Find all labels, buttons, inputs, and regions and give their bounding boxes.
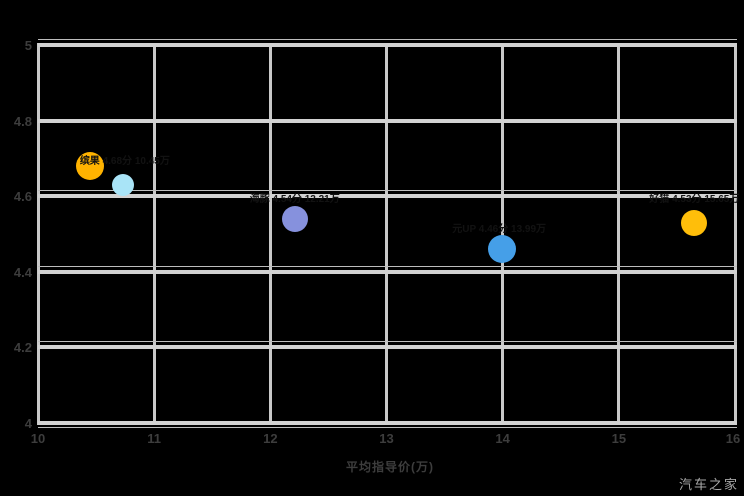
data-point-label: 元UP 4.46分 13.99万 <box>452 224 547 236</box>
horizontal-gridline-thin <box>38 265 737 267</box>
x-tick-label: 10 <box>30 431 46 446</box>
data-point-label: 海豚 4.54分 12.21万 <box>249 193 340 205</box>
x-tick-label: 11 <box>147 431 162 446</box>
data-point-label: 好猫 4.53分 15.65万 <box>649 193 740 205</box>
horizontal-gridline <box>38 269 737 274</box>
data-point-bubble[interactable] <box>76 151 105 180</box>
horizontal-gridline <box>38 43 737 47</box>
x-tick-label: 16 <box>725 431 741 446</box>
vertical-gridline <box>501 43 505 425</box>
data-point-bubble[interactable] <box>111 173 134 196</box>
horizontal-gridline <box>38 194 737 199</box>
vertical-gridline <box>385 43 388 425</box>
horizontal-gridline-thin <box>38 39 737 40</box>
horizontal-gridline-thin <box>38 427 737 428</box>
horizontal-gridline-thin <box>38 190 737 192</box>
data-point-label: 缤果 4.68分 10.45万 <box>79 156 170 168</box>
vertical-gridline <box>268 43 272 425</box>
data-point-bubble[interactable] <box>487 235 516 264</box>
x-tick-label: 13 <box>379 431 394 446</box>
y-tick-label: 4.8 <box>13 113 32 129</box>
vertical-gridline <box>152 43 156 425</box>
autohome-watermark: 汽车之家 <box>678 477 739 492</box>
vertical-gridline <box>36 43 40 425</box>
y-tick-label: 4.4 <box>13 264 32 280</box>
vertical-gridline <box>617 43 621 425</box>
y-tick-label: 5 <box>24 38 32 53</box>
data-point-bubble[interactable] <box>681 209 708 236</box>
horizontal-gridline <box>38 118 737 123</box>
x-axis-title: 平均指导价(万) <box>346 460 434 474</box>
data-point-bubble[interactable] <box>281 205 308 232</box>
horizontal-gridline-thin <box>38 341 737 343</box>
y-tick-label: 4.2 <box>13 340 32 356</box>
horizontal-gridline <box>38 421 737 425</box>
y-tick-label: 4 <box>24 416 32 431</box>
x-tick-label: 14 <box>495 431 510 446</box>
x-tick-label: 12 <box>263 431 278 446</box>
vertical-gridline <box>733 43 737 425</box>
x-tick-label: 15 <box>611 431 627 446</box>
y-tick-label: 4.6 <box>13 189 32 205</box>
horizontal-gridline <box>38 345 737 350</box>
